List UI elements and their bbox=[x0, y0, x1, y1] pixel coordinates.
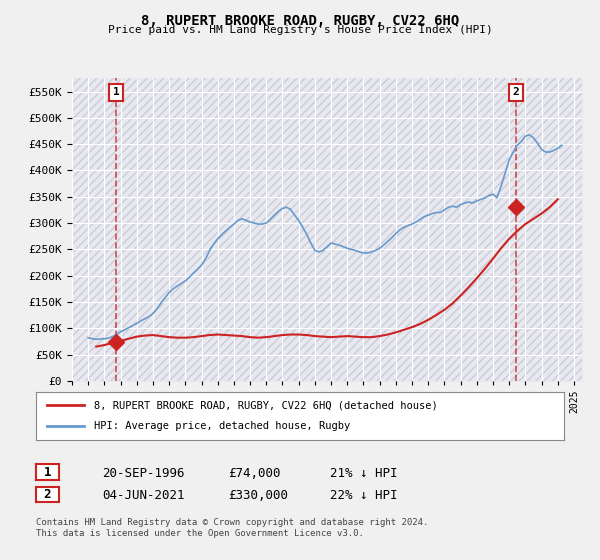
HPI: Average price, detached house, Rugby: (2.01e+03, 3e+05): Average price, detached house, Rugby: (2… bbox=[251, 220, 258, 226]
8, RUPERT BROOKE ROAD, RUGBY, CV22 6HQ (detached house) bbox=[433, 312, 440, 319]
HPI: Average price, detached house, Rugby: (2.02e+03, 3.38e+05): Average price, detached house, Rugby: (2… bbox=[461, 200, 468, 207]
Text: £74,000: £74,000 bbox=[228, 466, 281, 480]
Line: 8, RUPERT BROOKE ROAD, RUGBY, CV22 6HQ (detached house): 8, RUPERT BROOKE ROAD, RUGBY, CV22 6HQ (… bbox=[96, 199, 558, 347]
8, RUPERT BROOKE ROAD, RUGBY, CV22 6HQ (detached house) bbox=[198, 333, 205, 339]
Text: £330,000: £330,000 bbox=[228, 489, 288, 502]
8, RUPERT BROOKE ROAD, RUGBY, CV22 6HQ (detached house) bbox=[554, 196, 562, 203]
HPI: Average price, detached house, Rugby: (2.02e+03, 3.07e+05): Average price, detached house, Rugby: (2… bbox=[416, 216, 424, 223]
Text: 04-JUN-2021: 04-JUN-2021 bbox=[102, 489, 185, 502]
8, RUPERT BROOKE ROAD, RUGBY, CV22 6HQ (detached house) bbox=[92, 343, 100, 350]
Text: 20-SEP-1996: 20-SEP-1996 bbox=[102, 466, 185, 480]
Text: 2: 2 bbox=[44, 488, 51, 501]
8, RUPERT BROOKE ROAD, RUGBY, CV22 6HQ (detached house) bbox=[206, 332, 213, 338]
Text: 8, RUPERT BROOKE ROAD, RUGBY, CV22 6HQ: 8, RUPERT BROOKE ROAD, RUGBY, CV22 6HQ bbox=[141, 14, 459, 28]
Line: HPI: Average price, detached house, Rugby: HPI: Average price, detached house, Rugb… bbox=[88, 134, 562, 339]
8, RUPERT BROOKE ROAD, RUGBY, CV22 6HQ (detached house) bbox=[481, 265, 488, 272]
HPI: Average price, detached house, Rugby: (2e+03, 1.97e+05): Average price, detached house, Rugby: (2… bbox=[186, 274, 193, 281]
Text: 21% ↓ HPI: 21% ↓ HPI bbox=[330, 466, 398, 480]
Text: 8, RUPERT BROOKE ROAD, RUGBY, CV22 6HQ (detached house): 8, RUPERT BROOKE ROAD, RUGBY, CV22 6HQ (… bbox=[94, 400, 438, 410]
Text: 2: 2 bbox=[512, 87, 520, 97]
HPI: Average price, detached house, Rugby: (2e+03, 1.18e+05): Average price, detached house, Rugby: (2… bbox=[141, 315, 148, 322]
Text: HPI: Average price, detached house, Rugby: HPI: Average price, detached house, Rugb… bbox=[94, 421, 350, 431]
8, RUPERT BROOKE ROAD, RUGBY, CV22 6HQ (detached house) bbox=[538, 210, 545, 217]
HPI: Average price, detached house, Rugby: (2e+03, 7.9e+04): Average price, detached house, Rugby: (2… bbox=[92, 336, 100, 343]
HPI: Average price, detached house, Rugby: (2.02e+03, 3.3e+05): Average price, detached house, Rugby: (2… bbox=[453, 204, 460, 211]
Text: Price paid vs. HM Land Registry's House Price Index (HPI): Price paid vs. HM Land Registry's House … bbox=[107, 25, 493, 35]
8, RUPERT BROOKE ROAD, RUGBY, CV22 6HQ (detached house) bbox=[400, 326, 407, 333]
Text: Contains HM Land Registry data © Crown copyright and database right 2024.
This d: Contains HM Land Registry data © Crown c… bbox=[36, 518, 428, 538]
HPI: Average price, detached house, Rugby: (2.02e+03, 4.48e+05): Average price, detached house, Rugby: (2… bbox=[558, 142, 565, 148]
Text: 1: 1 bbox=[44, 465, 51, 479]
HPI: Average price, detached house, Rugby: (2e+03, 8.2e+04): Average price, detached house, Rugby: (2… bbox=[85, 334, 92, 341]
Text: 1: 1 bbox=[113, 87, 119, 97]
HPI: Average price, detached house, Rugby: (2.02e+03, 4.68e+05): Average price, detached house, Rugby: (2… bbox=[526, 131, 533, 138]
Text: 22% ↓ HPI: 22% ↓ HPI bbox=[330, 489, 398, 502]
